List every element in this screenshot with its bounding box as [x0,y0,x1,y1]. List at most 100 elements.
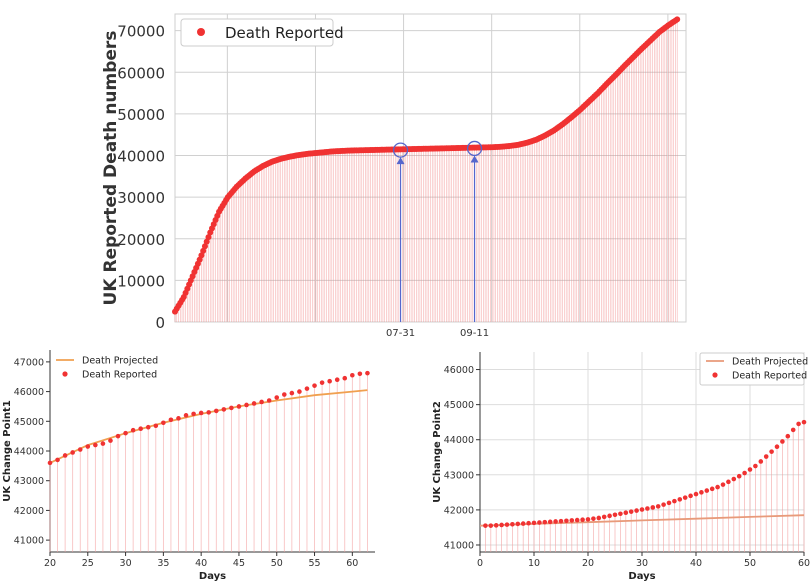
data-point [198,410,204,416]
legend-label: Death Reported [82,370,157,381]
y-axis-label: UK Change Point2 [432,401,443,503]
data-point [55,457,60,463]
data-point [327,378,332,384]
y-tick-label: 45000 [14,417,44,428]
x-tick-label: 30 [120,558,132,569]
data-point [342,375,348,381]
data-point [304,386,310,391]
legend: Death Reported [180,18,344,47]
data-point [596,515,602,521]
data-point [699,490,704,495]
data-point [666,500,672,506]
data-point [100,441,106,446]
data-point [70,450,75,455]
data-point [796,421,801,427]
data-point [365,370,370,376]
x-tick-label: 60 [346,558,358,569]
x-tick-label: 50 [271,558,283,569]
annotation-arrowhead [396,157,405,165]
x-tick-label: 45 [233,558,245,569]
data-point [634,508,639,513]
y-tick-label: 41000 [14,536,44,547]
data-point [203,238,210,245]
y-tick-label: 43000 [14,476,44,487]
data-point [93,442,98,448]
data-point [201,243,208,250]
x-tick-label: 35 [157,558,169,569]
y-tick-label: 46000 [444,365,474,376]
data-point [282,392,287,397]
data-point [747,467,753,472]
data-point [650,505,656,510]
x-axis-label: Days [199,571,226,582]
data-point [537,520,542,525]
data-point [645,506,650,511]
x-tick-label: 25 [82,558,94,569]
data-point [62,453,68,458]
legend-label: Death Projected [82,356,158,367]
data-point [161,420,166,426]
y-tick-label: 30000 [117,189,165,207]
x-tick-label: 20 [582,558,594,569]
data-point [130,427,136,433]
data-point [553,519,558,524]
data-point [183,413,189,418]
data-point [334,377,340,383]
x-tick-label: 20 [44,558,56,569]
y-tick-label: 47000 [14,357,44,368]
data-point [674,16,681,23]
data-point [176,416,181,421]
data-point [350,372,355,378]
data-point [785,433,791,439]
legend-marker [197,28,205,36]
legend-label: Death Projected [732,357,808,368]
y-tick-label: 0 [155,314,165,332]
data-point [547,519,553,525]
data-point [623,510,629,516]
data-point [206,410,212,415]
x-tick-label: 55 [308,558,320,569]
legend-box [180,18,334,47]
data-point [229,405,234,411]
x-tick-label: 07-31 [386,328,415,339]
data-point [319,380,325,385]
data-point [661,502,666,507]
x-tick-label: 50 [744,558,756,569]
x-tick-label: 40 [690,558,702,569]
data-point [483,523,488,528]
change-point2-chart: 41000 42000 43000 44000 45000 46000 0 10 20 30 40 5… [432,352,810,582]
data-point [531,520,537,526]
data-point [221,407,227,412]
data-point [693,491,699,497]
data-point [704,488,710,493]
data-point [205,234,212,241]
data-point [790,427,796,433]
legend-dot-marker [62,371,68,377]
data-point [244,402,249,408]
point-group [47,370,370,466]
data-point [688,493,693,499]
legend: Death Projected Death Reported [56,356,158,381]
y-tick-label: 44000 [14,447,44,458]
data-point [153,423,159,429]
data-point [564,518,569,524]
data-point [213,408,219,414]
x-tick-label: 0 [477,558,483,569]
data-point [758,459,764,464]
data-point [639,507,645,512]
data-point [77,447,83,452]
y-axis-label: UK Change Point1 [2,400,13,502]
x-axis-label: Days [628,571,655,582]
projected-line [49,389,368,464]
data-point [607,513,612,519]
point-group [172,16,681,315]
data-point [720,482,726,487]
data-point [289,390,295,396]
data-point [274,395,280,400]
data-point [618,511,623,517]
y-tick-label: 70000 [117,23,165,41]
data-point [580,517,585,523]
data-point [526,520,531,526]
data-point [499,522,504,528]
legend-label: Death Reported [225,24,344,42]
